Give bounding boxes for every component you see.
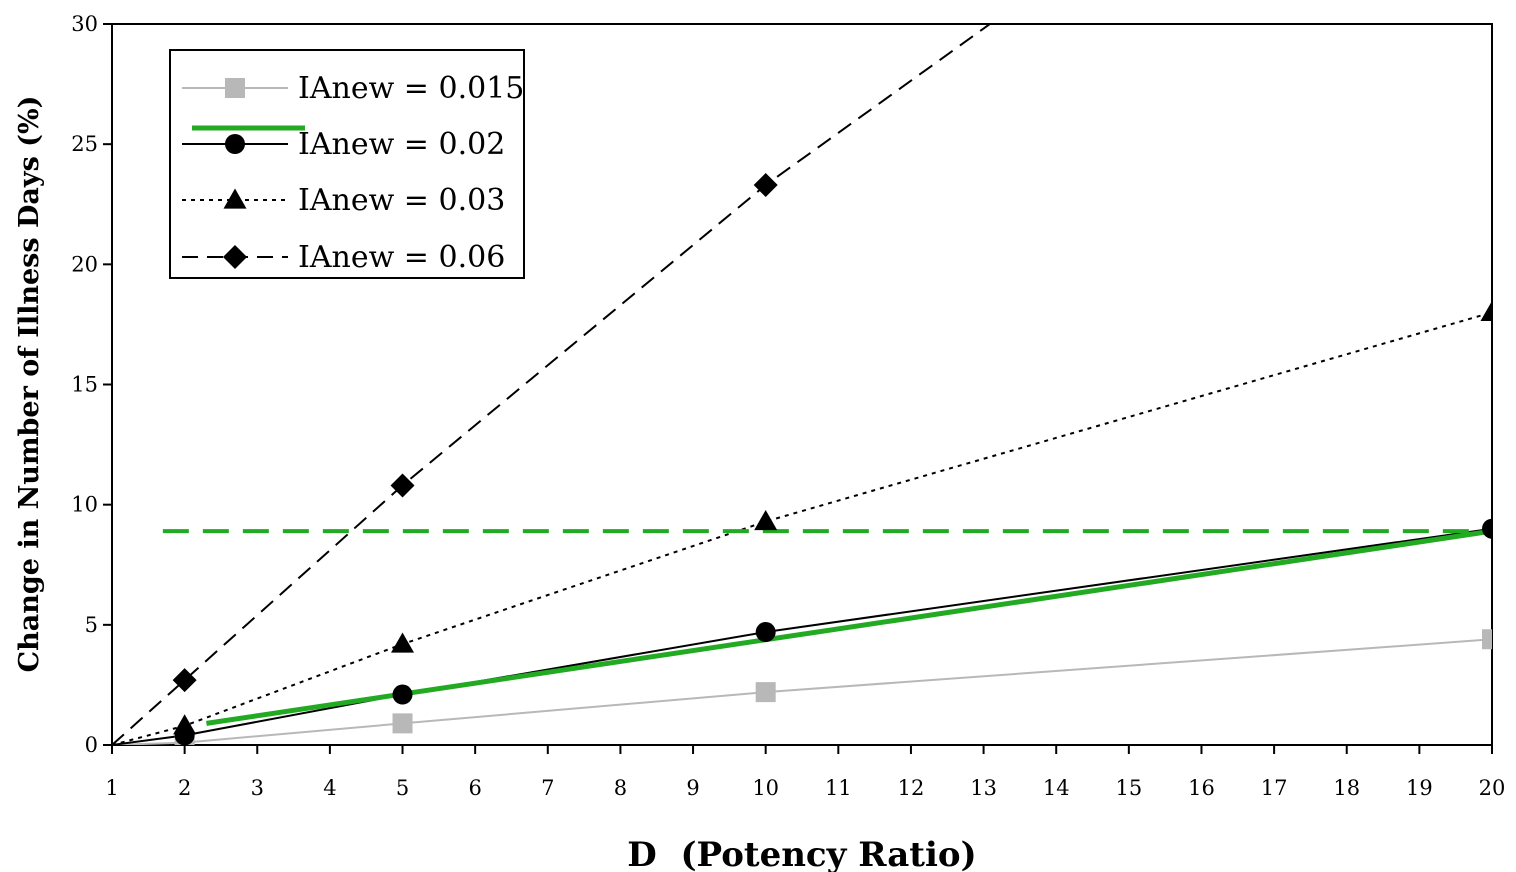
x-tick-label: 1 — [105, 776, 118, 800]
x-tick-label: 16 — [1188, 776, 1215, 800]
y-tick-label: 15 — [71, 373, 98, 397]
x-tick-label: 10 — [752, 776, 779, 800]
legend: IAnew = 0.015 IAnew = 0.02 IAnew = 0.03 IAn… — [169, 49, 525, 279]
x-tick-label: 4 — [323, 776, 336, 800]
y-axis-ticks: 0 5 10 15 20 25 30 — [71, 12, 112, 757]
data-point-series-3 — [1480, 300, 1492, 322]
x-axis-ticks: 1 2 3 4 5 6 7 8 9 10 11 12 13 14 15 16 17 18 19 20 — [105, 745, 1505, 800]
data-point-series-1 — [755, 682, 776, 703]
x-tick-label: 2 — [178, 776, 191, 800]
legend-label: IAnew = 0.03 — [298, 183, 505, 218]
x-tick-label: 14 — [1043, 776, 1070, 800]
data-point-series-1 — [1482, 629, 1492, 650]
x-tick-label: 19 — [1406, 776, 1433, 800]
x-tick-label: 7 — [541, 776, 554, 800]
annotations — [162, 528, 1492, 726]
data-point-series-2 — [1482, 518, 1492, 539]
x-tick-label: 6 — [468, 776, 481, 800]
data-point-series-4 — [172, 668, 197, 693]
x-tick-label: 20 — [1479, 776, 1506, 800]
data-point-series-1 — [392, 713, 413, 734]
legend-swatch-marker — [223, 245, 247, 269]
y-tick-label: 20 — [71, 252, 98, 276]
x-axis-title: D (Potency Ratio) — [627, 835, 976, 872]
y-tick-label: 10 — [71, 493, 98, 517]
x-tick-label: 13 — [970, 776, 997, 800]
data-point-series-2 — [392, 684, 413, 705]
data-point-series-3 — [754, 509, 778, 531]
legend-swatch-marker — [225, 78, 245, 98]
data-point-series-3 — [391, 632, 415, 653]
x-tick-label: 3 — [251, 776, 264, 800]
y-tick-label: 30 — [71, 12, 98, 36]
data-point-series-3 — [173, 714, 197, 735]
legend-swatch-marker — [223, 188, 247, 209]
x-tick-label: 8 — [614, 776, 627, 800]
annotation-line — [206, 528, 1492, 726]
x-tick-label: 15 — [1115, 776, 1142, 800]
x-tick-label: 17 — [1261, 776, 1288, 800]
data-point-series-2 — [755, 622, 776, 643]
legend-label: IAnew = 0.02 — [298, 127, 505, 162]
x-tick-label: 11 — [825, 776, 852, 800]
x-tick-label: 18 — [1333, 776, 1360, 800]
series-markers — [172, 173, 1492, 745]
legend-label: IAnew = 0.015 — [298, 71, 524, 106]
data-point-series-4 — [753, 173, 778, 198]
y-tick-label: 0 — [85, 733, 98, 757]
data-point-series-4 — [390, 473, 415, 498]
y-tick-label: 5 — [85, 613, 98, 637]
y-tick-label: 25 — [71, 132, 98, 156]
y-axis-title: Change in Number of Illness Days (%) — [14, 96, 45, 673]
legend-label: IAnew = 0.06 — [298, 240, 505, 275]
x-tick-label: 9 — [686, 776, 699, 800]
legend-swatch-marker — [225, 134, 245, 154]
x-tick-label: 5 — [396, 776, 409, 800]
x-tick-label: 12 — [898, 776, 925, 800]
